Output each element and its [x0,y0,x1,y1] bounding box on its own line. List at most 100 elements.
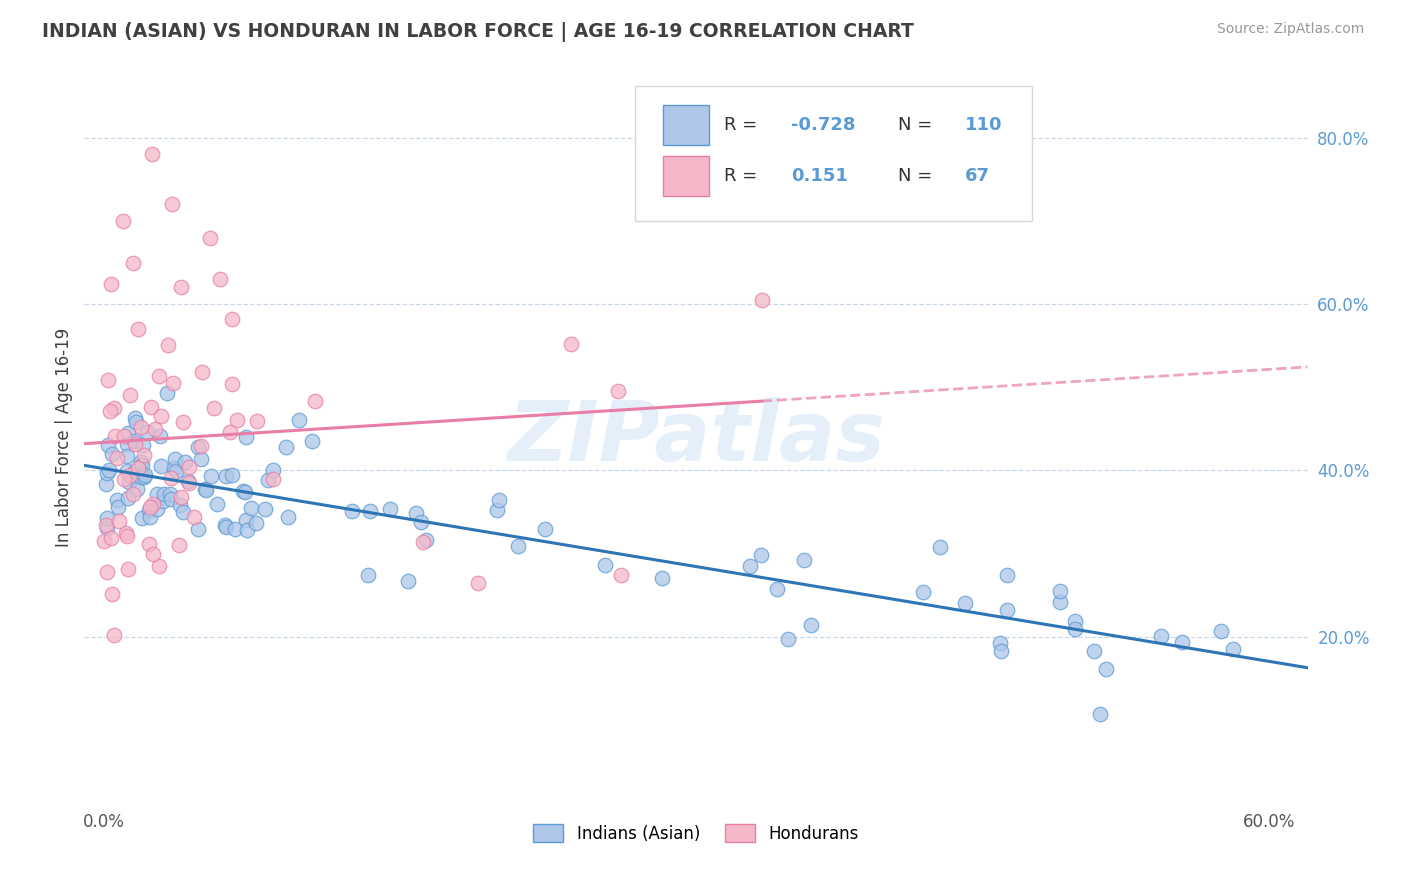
Point [163,451,186,466]
Text: R =: R = [724,116,758,134]
Point [124,410,146,425]
Point [224,522,246,536]
Point [138,536,160,550]
Point [651,570,673,584]
Point [142,497,165,511]
Point [124,415,146,429]
Point [103,401,125,415]
Point [143,422,166,436]
Point [96,466,118,480]
Point [152,493,174,508]
Point [93,533,115,548]
Point [167,538,190,552]
Point [117,449,139,463]
Point [226,413,249,427]
Point [169,498,191,512]
Point [235,523,257,537]
Point [127,460,149,475]
Point [411,516,433,530]
Point [560,336,582,351]
Point [165,464,187,478]
Point [953,596,976,610]
Point [132,448,155,462]
Point [96,521,118,535]
Point [378,502,401,516]
Point [101,586,124,600]
Point [105,451,128,466]
Point [357,567,380,582]
Point [749,548,772,562]
Point [262,463,284,477]
Point [177,476,200,491]
Point [97,373,120,387]
Point [156,386,179,401]
Point [129,455,152,469]
Point [98,404,121,418]
Point [415,533,437,548]
Point [221,376,243,391]
Point [506,539,529,553]
Point [138,500,160,515]
Point [200,230,222,244]
Point [412,534,434,549]
Point [751,293,773,307]
Point [104,428,127,442]
Point [778,632,800,646]
Point [149,429,172,443]
Text: R =: R = [724,167,758,185]
Point [205,497,228,511]
Text: ZIPatlas: ZIPatlas [508,397,884,477]
Point [190,452,212,467]
Point [141,147,163,161]
Point [595,558,617,572]
Point [139,400,162,414]
Point [738,559,761,574]
Text: N =: N = [898,167,932,185]
Point [209,272,232,286]
Point [112,472,135,486]
Point [129,419,152,434]
FancyBboxPatch shape [664,156,710,196]
Point [96,566,118,580]
Point [765,582,787,596]
Point [115,437,138,451]
Text: N =: N = [898,116,932,134]
Point [118,475,141,490]
Point [257,473,280,487]
Point [990,644,1012,658]
Point [995,568,1018,582]
Point [793,553,815,567]
Point [1222,641,1244,656]
Point [131,470,153,484]
Point [995,603,1018,617]
Point [245,516,267,530]
Point [170,490,193,504]
Point [200,469,222,483]
Point [405,507,427,521]
Point [150,409,173,424]
Point [1088,706,1111,721]
Point [112,429,135,443]
Point [218,425,240,439]
Point [202,401,225,415]
Point [233,485,256,500]
Point [246,414,269,428]
Point [105,493,128,508]
Legend: Indians (Asian), Hondurans: Indians (Asian), Hondurans [527,818,865,849]
Point [100,277,122,291]
Point [160,197,183,211]
Point [396,574,419,589]
Point [134,467,156,482]
Point [1063,622,1085,636]
Point [124,464,146,478]
Point [1083,643,1105,657]
Point [97,438,120,452]
Point [304,394,326,409]
Point [239,501,262,516]
Point [94,518,117,533]
Point [149,459,172,474]
Point [148,559,170,574]
Point [172,416,194,430]
Point [287,413,309,427]
Point [607,384,630,399]
